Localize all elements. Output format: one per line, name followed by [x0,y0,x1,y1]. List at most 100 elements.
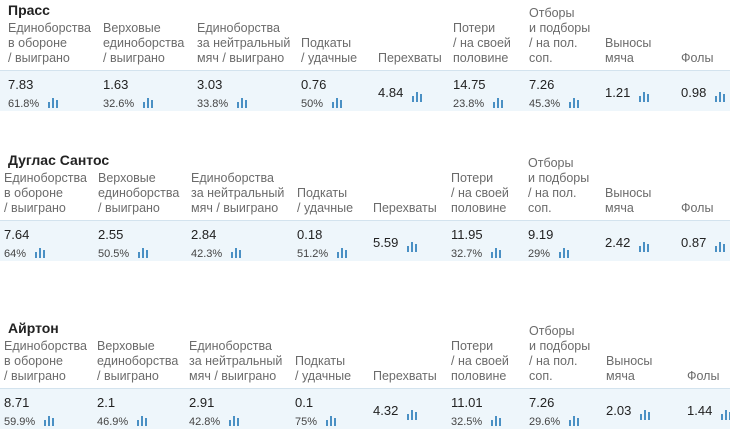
stat-cell: 0.76 50% [301,76,343,112]
stat-cell: 8.71 59.9% [4,394,55,430]
column-header-line: мяч / выиграно [191,201,279,215]
bar-chart-icon[interactable] [411,90,423,102]
column-header-line: половине [451,201,507,215]
stat-value: 7.26 [529,395,555,410]
column-header-line: соп. [529,369,553,383]
stat-value: 2.42 [605,235,631,250]
column-header-line: Единоборства [4,171,87,185]
stat-percent: 32.6% [103,98,135,110]
stat-value: 8.71 [4,395,30,410]
bar-chart-icon[interactable] [492,96,504,108]
bar-chart-icon[interactable] [490,246,502,258]
column-header-line: Выносы [606,354,653,368]
bar-chart-icon[interactable] [236,96,248,108]
bar-chart-icon[interactable] [228,414,240,426]
stat-cell: 1.44 [687,402,730,420]
stat-value: 14.75 [453,77,486,92]
column-header-line: и подборы [528,171,590,185]
stat-cell: 2.84 42.3% [191,226,242,262]
stat-value: 2.1 [97,395,116,410]
bar-chart-icon[interactable] [331,96,343,108]
bar-chart-icon[interactable] [230,246,242,258]
player-name: Дуглас Сантос [8,152,110,168]
column-header-line: и подборы [529,339,591,353]
stat-percent: 42.3% [191,248,223,260]
column-header-line: единоборства [103,36,185,50]
column-header-line: Верховые [97,339,155,353]
stat-percent: 45.3% [529,98,561,110]
bar-chart-icon[interactable] [568,96,580,108]
bar-chart-icon[interactable] [142,96,154,108]
stat-cell: 0.1 75% [295,394,337,430]
column-header-line: / на своей [453,36,511,50]
column-header: Фолы [681,201,729,216]
stats-row [0,388,730,429]
bar-chart-icon[interactable] [714,240,726,252]
column-header-line: за нейтральный [197,36,291,50]
column-header: Единоборства за нейтральный мяч / выиграно [197,21,299,66]
bar-chart-icon[interactable] [638,90,650,102]
column-header-line: мяча [606,369,635,383]
bar-chart-icon[interactable] [714,90,726,102]
bar-chart-icon[interactable] [43,414,55,426]
stat-value: 0.98 [681,85,707,100]
stat-value: 7.26 [529,77,555,92]
column-header: Верховые единоборства / выиграно [98,171,190,216]
stat-cell: 14.75 23.8% [453,76,504,112]
stat-value: 1.21 [605,85,631,100]
stat-cell: 9.19 29% [528,226,570,262]
column-header: Выносы мяча [606,354,680,384]
column-header-line: мяча [605,201,634,215]
bar-chart-icon[interactable] [568,414,580,426]
bar-chart-icon[interactable] [34,246,46,258]
bar-chart-icon[interactable] [406,240,418,252]
column-header: Потери / на своей половине [453,21,527,66]
stats-row [0,70,730,111]
column-header-line: Единоборства [189,339,272,353]
stat-percent: 75% [295,416,318,428]
stat-cell: 7.64 64% [4,226,46,262]
stat-value: 0.1 [295,395,314,410]
stat-cell: 11.01 32.5% [451,394,502,430]
column-header-line: и подборы [529,21,591,35]
stat-cell: 0.87 [681,234,726,252]
bar-chart-icon[interactable] [406,408,418,420]
stat-percent: 23.8% [453,98,485,110]
column-header: Перехваты [373,201,447,216]
stat-value: 7.64 [4,227,30,242]
bar-chart-icon[interactable] [490,414,502,426]
bar-chart-icon[interactable] [137,246,149,258]
bar-chart-icon[interactable] [336,246,348,258]
column-header: Отборы и подборы / на пол. соп. [529,6,603,66]
stat-value: 4.32 [373,403,399,418]
bar-chart-icon[interactable] [47,96,59,108]
stat-cell: 3.03 33.8% [197,76,248,112]
column-header-line: / удачные [301,51,358,65]
bar-chart-icon[interactable] [136,414,148,426]
bar-chart-icon[interactable] [639,408,651,420]
column-header-line: мяч / выиграно [189,369,277,383]
stat-cell: 2.42 [605,234,650,252]
column-header-line: / на пол. [529,354,578,368]
column-header: Единоборства в обороне / выиграно [8,21,100,66]
column-header: Перехваты [378,51,452,66]
column-header-line: / выиграно [4,201,66,215]
stat-percent: 42.8% [189,416,221,428]
stat-cell: 7.26 45.3% [529,76,580,112]
column-header: Подкаты / удачные [295,354,369,384]
stat-cell: 2.1 46.9% [97,394,148,430]
stat-value: 11.01 [451,395,483,410]
column-header-line: за нейтральный [191,186,285,200]
bar-chart-icon[interactable] [558,246,570,258]
bar-chart-icon[interactable] [720,408,730,420]
stat-value: 0.18 [297,227,323,242]
bar-chart-icon[interactable] [638,240,650,252]
stat-percent: 29.6% [529,416,561,428]
column-header: Отборы и подборы / на пол. соп. [529,324,603,384]
stat-value: 9.19 [528,227,554,242]
column-header: Подкаты / удачные [297,186,371,216]
bar-chart-icon[interactable] [325,414,337,426]
column-header-line: Фолы [687,369,720,383]
column-header: Верховые единоборства / выиграно [97,339,189,384]
column-header-line: Единоборства [4,339,87,353]
